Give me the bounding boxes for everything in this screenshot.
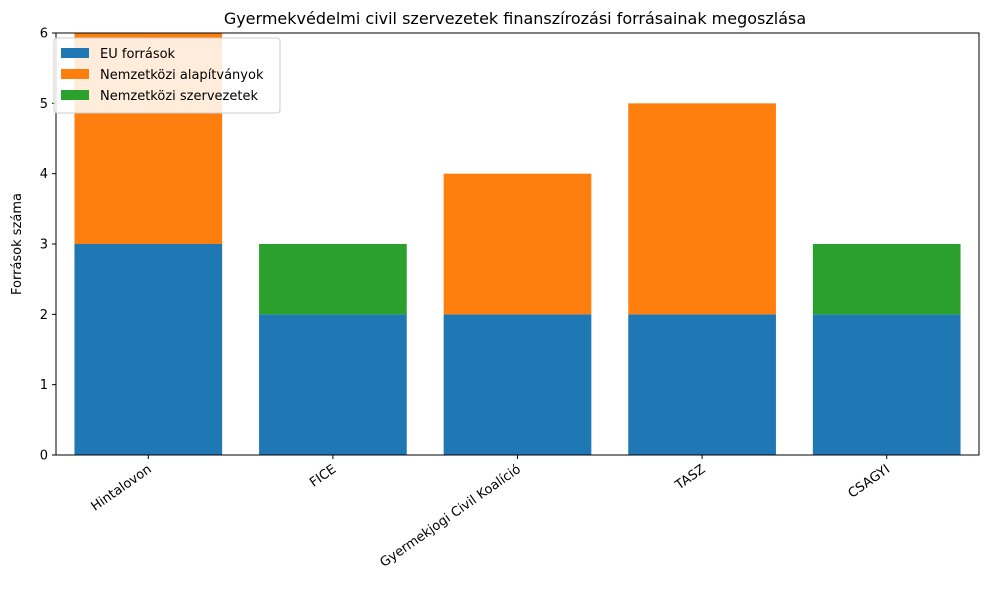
x-tick-label: FICE [307, 462, 339, 491]
bar-3-5 [812, 244, 961, 315]
x-axis: Hintalovon FICE Gyermekjogi Civil Koalíció… [89, 455, 893, 571]
y-tick-label: 4 [40, 167, 48, 182]
bar-1-1 [74, 244, 223, 455]
y-axis-label: Források száma [10, 193, 25, 295]
bar-1-5 [812, 314, 961, 455]
chart-title: Gyermekvédelmi civil szervezetek finansz… [224, 9, 806, 28]
bar-2-4 [628, 103, 776, 315]
y-tick-label: 5 [40, 97, 48, 112]
y-tick-label: 2 [40, 308, 48, 323]
legend-box [53, 37, 281, 114]
y-tick-label: 0 [40, 449, 48, 464]
legend-label: Nemzetközi alapítványok [100, 68, 264, 83]
legend-swatch [61, 69, 89, 79]
bar-1-4 [628, 314, 776, 455]
legend-label: Nemzetközi szervezetek [100, 89, 258, 104]
y-tick-label: 3 [40, 238, 48, 253]
legend-swatch [61, 90, 89, 100]
bar-3-2 [259, 244, 407, 315]
legend: EU források Nemzetközi alapítványok Nemzet… [53, 37, 281, 114]
x-tick-label: Gyermekjogi Civil Koalíció [377, 462, 523, 571]
legend-swatch [61, 48, 89, 58]
legend-label: EU források [100, 47, 176, 62]
bar-1-2 [259, 314, 407, 455]
bar-1-3 [443, 314, 592, 455]
x-tick-label: Hintalovon [89, 462, 155, 515]
y-tick-label: 1 [40, 378, 48, 393]
y-tick-label: 6 [40, 27, 48, 42]
bar-2-3 [443, 173, 592, 315]
x-tick-label: CSAGYI [846, 462, 893, 501]
x-tick-label: TASZ [672, 462, 709, 494]
